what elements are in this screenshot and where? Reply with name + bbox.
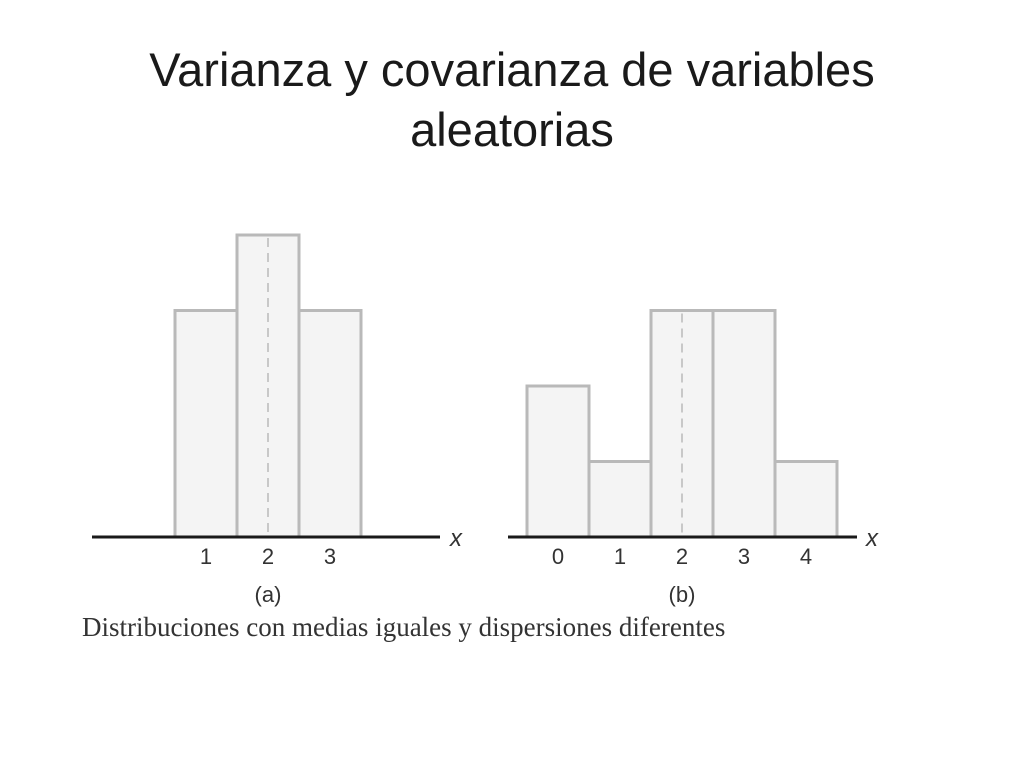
panel-b-bar-0 [525,384,591,539]
panel-b-tick-label-2: 2 [676,544,688,569]
slide-title-line-2: aleatorias [410,103,614,156]
slide-title: Varianza y covarianza de variables aleat… [0,40,1024,160]
panel-b-tick-label-1: 1 [614,544,626,569]
panel-b-tick-label-4: 4 [800,544,812,569]
panel-b-x-axis-label: x [865,525,879,552]
figure-caption: Distribuciones con medias iguales y disp… [82,612,726,642]
panel-b-bar-4 [773,460,839,539]
panel-a-bar-3 [297,309,363,539]
panel-a-tick-label-1: 1 [200,544,212,569]
panel-b-bar-1 [587,460,653,539]
panel-b-label: (b) [669,582,696,607]
slide-title-line-1: Varianza y covarianza de variables [149,43,875,96]
panel-a-tick-label-3: 3 [324,544,336,569]
panel-b-bar-3 [711,309,777,539]
panel-a-x-axis-label: x [449,525,463,552]
panel-a-label: (a) [255,582,282,607]
panel-b-tick-label-0: 0 [552,544,564,569]
panel-b-tick-label-3: 3 [738,544,750,569]
panel-a-bar-2 [235,233,301,539]
panel-a-tick-label-2: 2 [262,544,274,569]
panel-a-bar-1 [173,309,239,539]
